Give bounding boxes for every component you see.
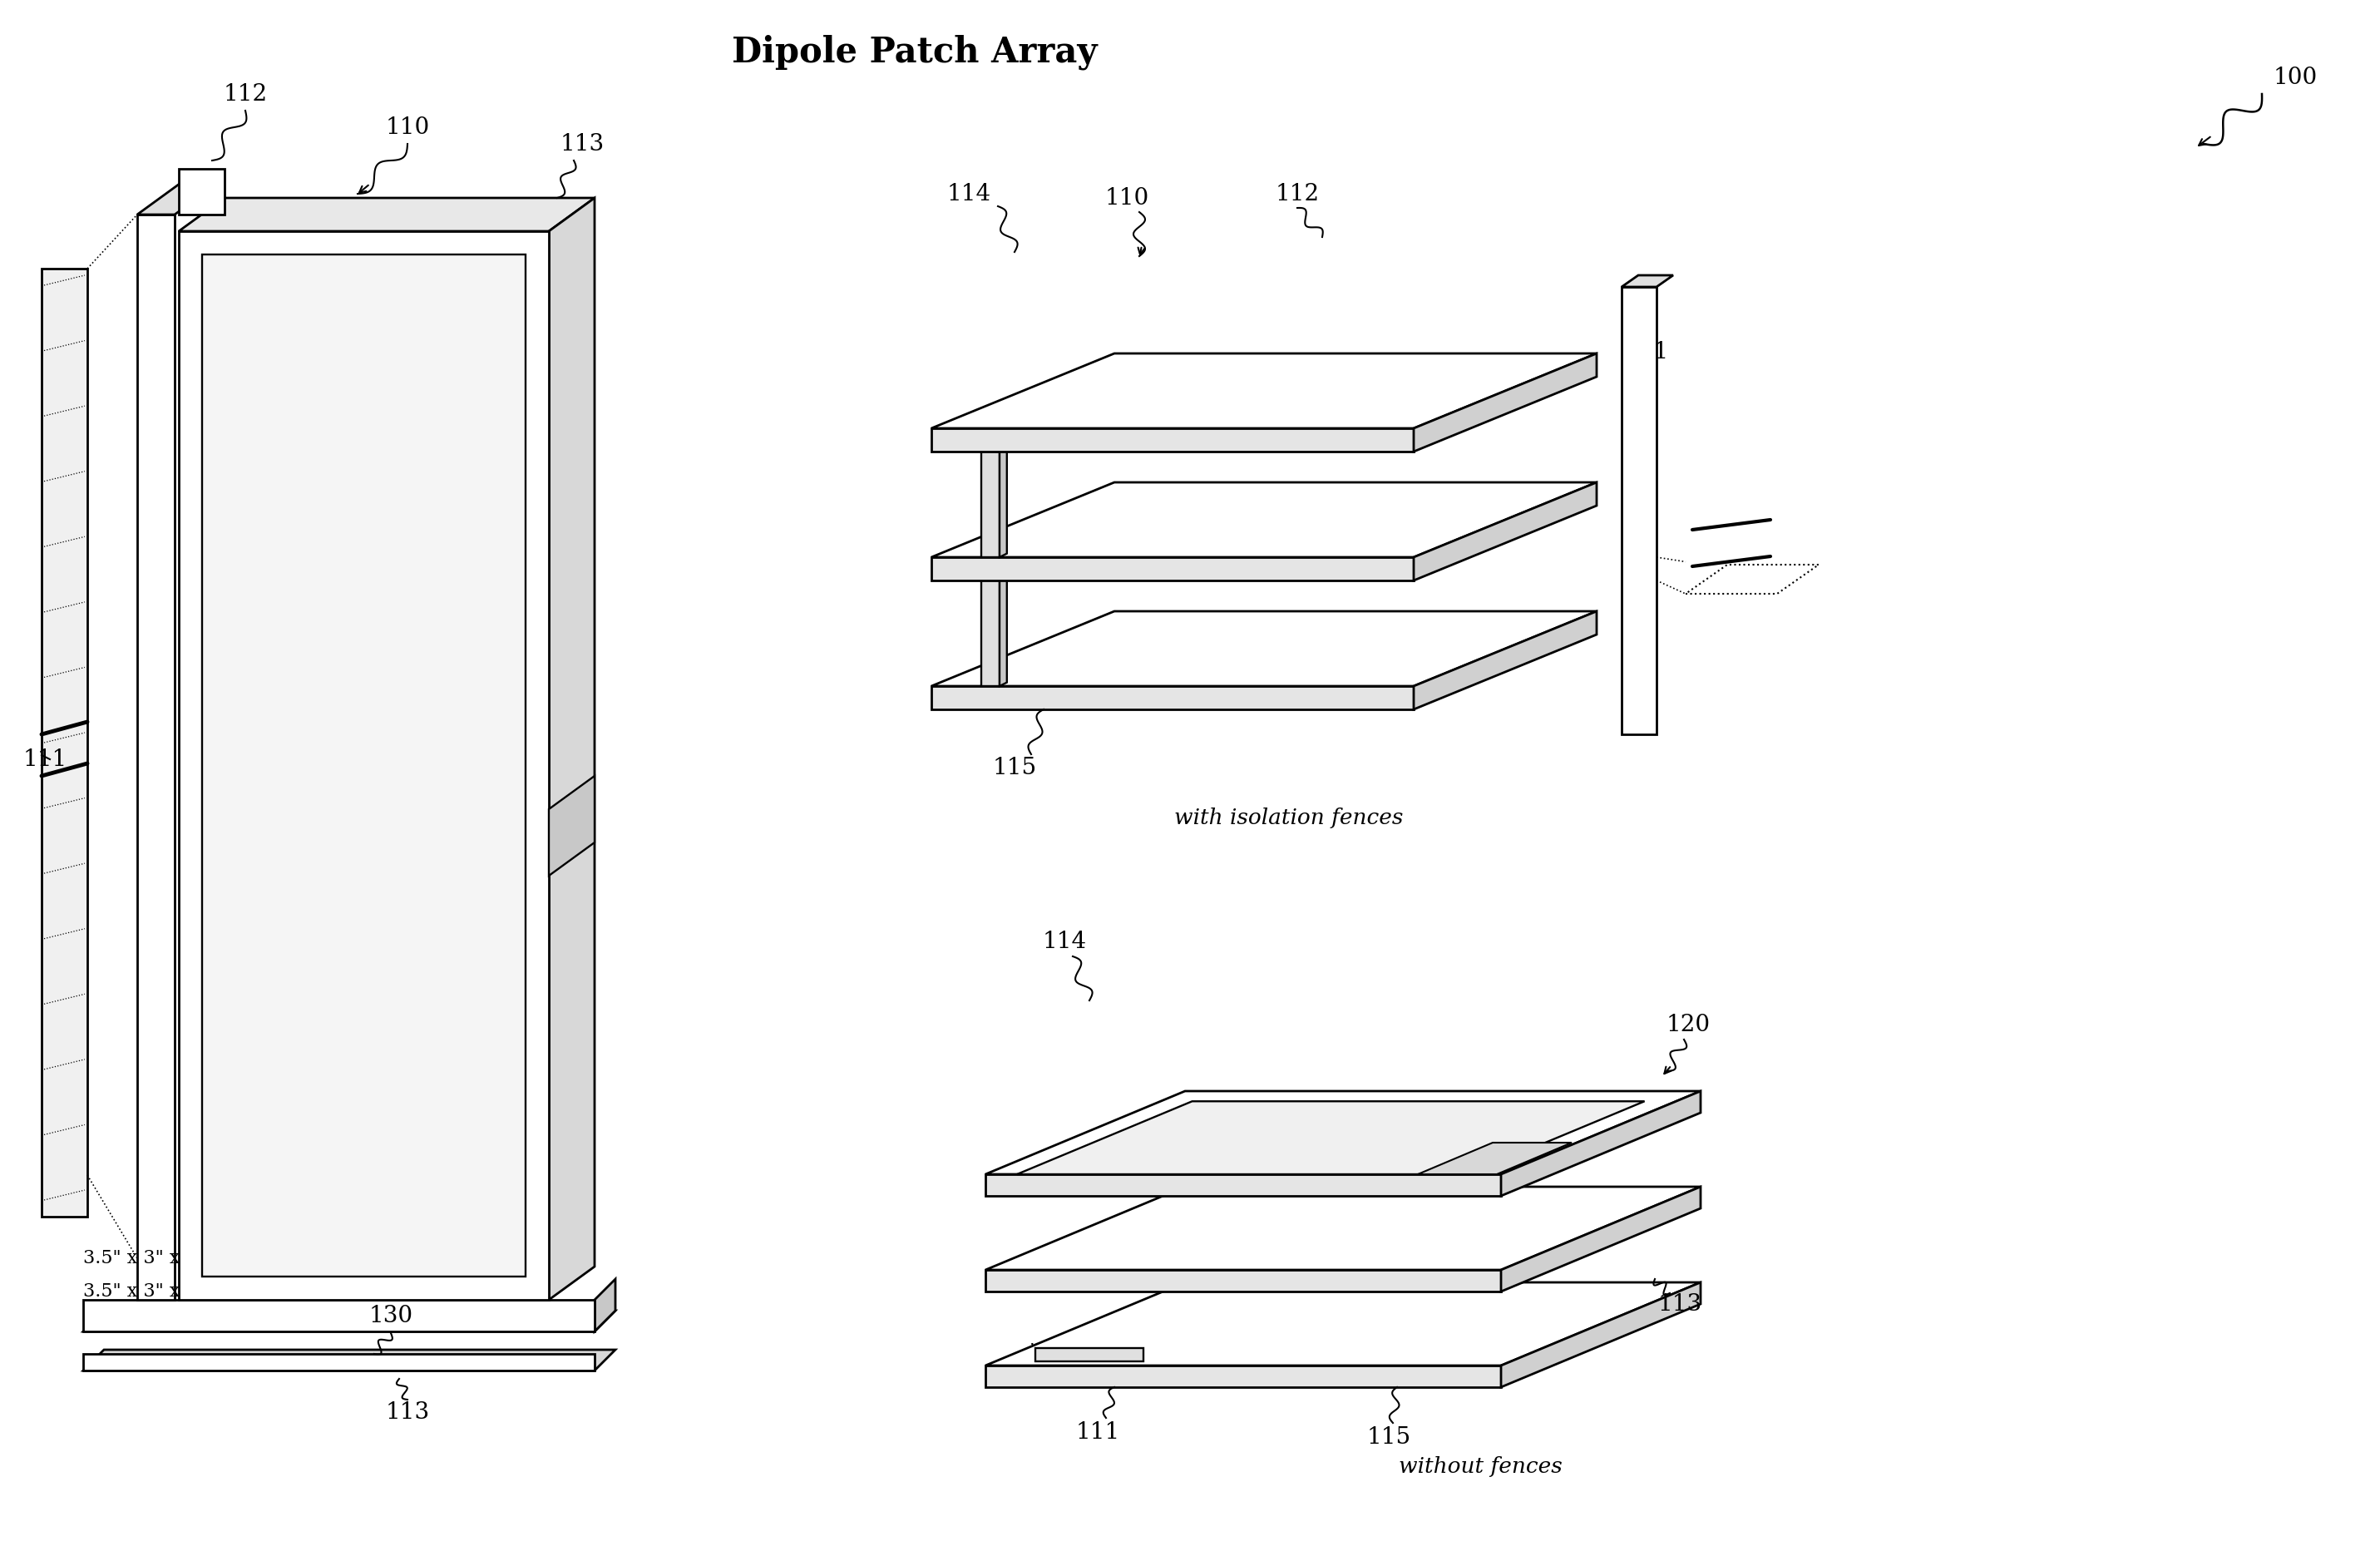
Polygon shape [138,214,174,1299]
Text: 114: 114 [947,182,990,205]
Text: 111: 111 [1076,1422,1121,1444]
Text: 120: 120 [1666,1014,1711,1037]
Polygon shape [550,777,595,875]
Polygon shape [595,1279,616,1331]
Polygon shape [1414,612,1597,709]
Text: 111: 111 [24,747,67,770]
Polygon shape [178,197,595,231]
Polygon shape [202,254,526,1276]
Polygon shape [1418,1143,1571,1174]
Text: 114: 114 [1042,931,1088,954]
Polygon shape [931,482,1597,558]
Text: 130: 130 [369,1305,414,1328]
Polygon shape [931,353,1597,428]
Polygon shape [985,1270,1502,1291]
Polygon shape [178,231,550,1299]
Polygon shape [40,268,88,1217]
Polygon shape [550,197,595,1299]
Polygon shape [985,1282,1702,1365]
Text: 115: 115 [992,757,1038,778]
Polygon shape [981,581,1000,686]
Polygon shape [931,686,1414,709]
Polygon shape [83,1350,616,1370]
Text: 3.5" x 3" x 1" (with fences): 3.5" x 3" x 1" (with fences) [83,1250,333,1267]
Polygon shape [931,428,1414,452]
Text: 111: 111 [1626,341,1668,364]
Polygon shape [1502,1091,1702,1196]
Text: Dipole Patch Array: Dipole Patch Array [733,35,1097,69]
Polygon shape [985,1174,1502,1196]
Text: 113: 113 [559,133,605,156]
Polygon shape [985,1187,1702,1270]
Polygon shape [1502,1282,1702,1387]
Polygon shape [1502,1187,1702,1291]
Polygon shape [1016,1102,1645,1174]
Text: 100: 100 [2273,66,2318,88]
Polygon shape [981,452,1000,558]
Polygon shape [83,1355,595,1370]
Text: 113: 113 [386,1401,428,1424]
Polygon shape [985,1365,1502,1387]
Polygon shape [178,170,224,214]
Polygon shape [83,1299,595,1331]
Text: 113: 113 [1659,1293,1702,1314]
Polygon shape [1621,276,1673,287]
Text: 3.5" x 3" x 0.5" (without: 3.5" x 3" x 0.5" (without [83,1282,309,1301]
Polygon shape [931,612,1597,686]
Text: 115: 115 [493,1205,538,1228]
Polygon shape [1035,1348,1142,1361]
Polygon shape [1000,576,1007,686]
Polygon shape [1414,353,1597,452]
Polygon shape [1414,482,1597,581]
Text: 110: 110 [1104,186,1150,210]
Polygon shape [1000,448,1007,558]
Text: 110: 110 [386,116,431,139]
Polygon shape [83,1311,616,1331]
Polygon shape [985,1091,1702,1174]
Text: 112: 112 [1276,182,1319,205]
Text: 115: 115 [1366,1425,1411,1449]
Polygon shape [138,182,221,214]
Polygon shape [1621,287,1656,735]
Text: with isolation fences: with isolation fences [1173,807,1404,828]
Text: 112: 112 [224,83,267,105]
Text: without fences: without fences [1399,1456,1561,1476]
Polygon shape [931,558,1414,581]
